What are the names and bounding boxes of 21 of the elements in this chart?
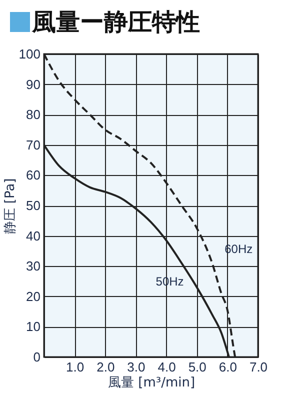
x-tick-label: 7.0 (249, 360, 268, 374)
y-tick-label: 90 (26, 76, 40, 92)
chart-title: 風量ー静圧特性 (32, 7, 200, 38)
y-tick-label: 100 (18, 46, 40, 62)
x-tick-label: 1.0 (66, 360, 84, 374)
y-tick-label: 50 (26, 198, 40, 213)
y-tick-label: 60 (26, 168, 40, 183)
y-tick-label: 20 (26, 288, 40, 304)
x-tick-label: 5.0 (188, 360, 206, 374)
y-tick-label: 70 (26, 137, 40, 152)
x-tick-label: 2.0 (96, 360, 115, 374)
x-tick-label: 6.0 (218, 360, 237, 374)
y-tick-label: 80 (26, 107, 40, 122)
x-tick-label: 4.0 (158, 360, 176, 374)
x-axis-title: 風量 [m³/min] (108, 376, 196, 390)
x-tick-label: 3.0 (127, 360, 146, 374)
y-tick-label: 40 (26, 228, 40, 244)
y-tick-label: 0 (33, 350, 40, 364)
y-tick-label: 30 (26, 258, 40, 274)
y-axis-title: 静圧 [Pa] (2, 178, 18, 234)
y-tick-label: 10 (26, 319, 40, 334)
